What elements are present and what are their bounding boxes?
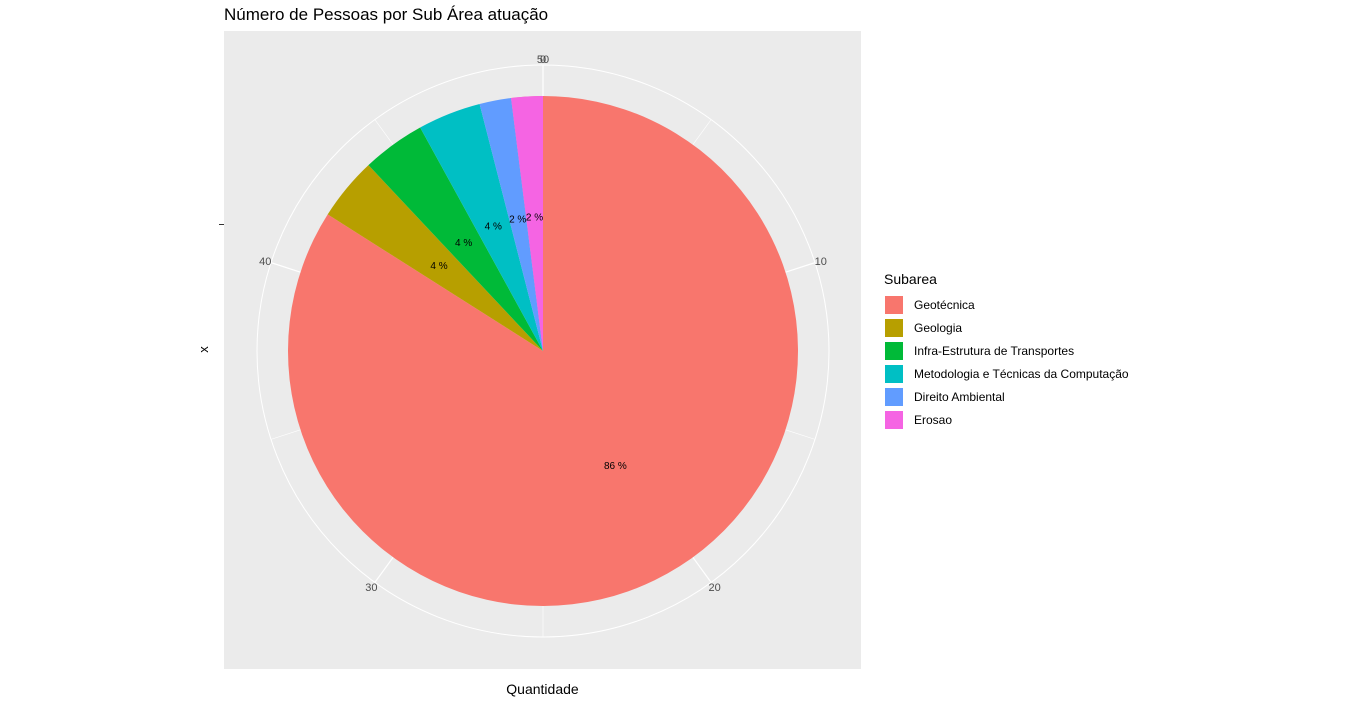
tick-label-10: 10	[815, 256, 827, 268]
y-axis-label: x	[195, 346, 211, 353]
grid-radial-20	[692, 556, 712, 583]
pie-slices	[288, 96, 798, 606]
pie-slice-4	[479, 98, 543, 352]
pie-slice-1	[327, 165, 543, 351]
legend-label: Direito Ambiental	[914, 389, 1005, 404]
grid-radial-35	[270, 429, 301, 440]
legend-label: Geologia	[914, 320, 963, 335]
tick-label-0: 0	[540, 54, 546, 66]
legend-swatch	[884, 386, 904, 407]
slice-label-4: 2 %	[509, 214, 526, 225]
grid-radial-15	[785, 429, 816, 440]
slice-labels: 86 % 4 % 4 % 4 % 2 % 2 %	[430, 212, 626, 472]
tick-label-40: 40	[259, 256, 271, 268]
grid-radial-30	[374, 556, 394, 583]
tick-label-50: 50	[537, 54, 549, 66]
x-axis-label: Quantidade	[506, 681, 579, 697]
legend-item: Direito Ambiental	[884, 385, 1129, 408]
legend-item: Metodologia e Técnicas da Computação	[884, 362, 1129, 385]
legend-swatch	[884, 409, 904, 430]
legend-label: Erosao	[914, 412, 953, 427]
legend-label: Geotécnica	[914, 297, 975, 312]
slice-label-3: 4 %	[485, 221, 502, 232]
slice-label-1: 4 %	[430, 261, 447, 272]
tick-label-30: 30	[365, 582, 377, 594]
grid-radial-10	[785, 262, 816, 273]
legend-label: Metodologia e Técnicas da Computação	[914, 366, 1129, 381]
legend-items: Geotécnica Geologia Infra-Estrutura de Tra…	[884, 293, 1129, 431]
slice-label-5: 2 %	[526, 212, 543, 223]
legend-label: Infra-Estrutura de Transportes	[914, 343, 1075, 358]
legend-item: Infra-Estrutura de Transportes	[884, 339, 1129, 362]
slice-label-2: 4 %	[455, 238, 472, 249]
grid-radial-40	[270, 262, 301, 273]
legend: Subarea Geotécnica Geologia Infra-Estrutur…	[884, 271, 1129, 431]
legend-swatch	[884, 294, 904, 315]
angular-tick-labels: 0 10 20 30 40 50	[259, 54, 827, 594]
chart-title: Número de Pessoas por Sub Área atuação	[224, 5, 549, 24]
grid-radial-45	[374, 119, 394, 145]
legend-title: Subarea	[884, 271, 937, 287]
legend-swatch	[884, 340, 904, 361]
slice-label-0: 86 %	[604, 461, 627, 472]
tick-label-20: 20	[709, 582, 721, 594]
pie-slice-2	[368, 127, 543, 351]
legend-item: Geotécnica	[884, 293, 1129, 316]
legend-item: Geologia	[884, 316, 1129, 339]
legend-item: Erosao	[884, 408, 1129, 431]
grid-radial-5	[692, 119, 712, 145]
pie-slice-5	[511, 96, 543, 351]
legend-swatch	[884, 317, 904, 338]
pie-slice-3	[420, 104, 543, 351]
y-axis-tick	[219, 224, 224, 225]
legend-swatch	[884, 363, 904, 384]
